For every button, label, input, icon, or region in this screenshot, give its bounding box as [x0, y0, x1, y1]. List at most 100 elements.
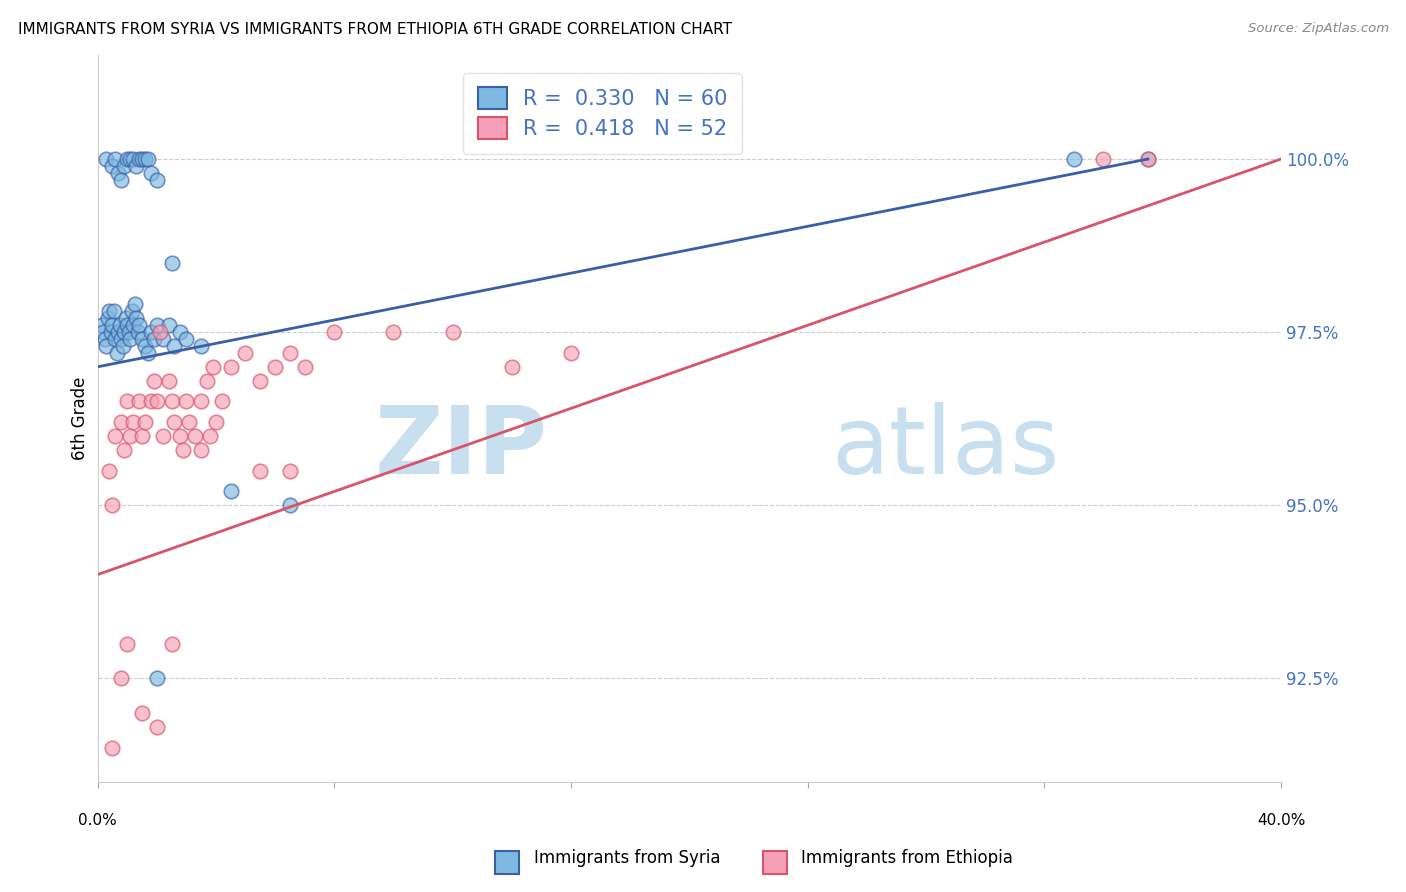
Point [201, 359, 224, 374]
Point [122, 152, 145, 166]
FancyBboxPatch shape [495, 851, 519, 874]
Point [96, 339, 118, 353]
Point [120, 429, 142, 443]
Point [97, 311, 120, 326]
Point [93, 325, 115, 339]
Point [184, 429, 207, 443]
Point [131, 152, 153, 166]
Point [115, 637, 138, 651]
Point [278, 346, 301, 360]
Point [163, 415, 186, 429]
Point [115, 152, 138, 166]
Point [112, 325, 135, 339]
Point [122, 318, 145, 333]
Point [117, 325, 139, 339]
Point [115, 318, 138, 333]
Point [149, 325, 172, 339]
Point [145, 672, 167, 686]
Point [96, 152, 118, 166]
Point [107, 325, 129, 339]
Point [1063, 152, 1085, 166]
Point [104, 429, 127, 443]
Point [114, 311, 136, 326]
Point [211, 394, 233, 409]
Point [169, 429, 191, 443]
Point [105, 346, 128, 360]
Point [107, 166, 129, 180]
Point [122, 415, 145, 429]
Point [160, 256, 183, 270]
Point [176, 394, 198, 409]
Point [142, 332, 165, 346]
Point [100, 325, 122, 339]
Point [1136, 152, 1159, 166]
Point [128, 152, 150, 166]
Point [125, 311, 148, 326]
Point [205, 415, 228, 429]
Point [134, 152, 156, 166]
Point [152, 332, 174, 346]
Point [145, 318, 167, 333]
Text: 0.0%: 0.0% [79, 813, 117, 828]
Y-axis label: 6th Grade: 6th Grade [72, 377, 89, 460]
Point [139, 325, 162, 339]
Point [91, 318, 114, 333]
Point [134, 339, 156, 353]
Point [115, 394, 138, 409]
Point [98, 304, 121, 318]
Point [103, 304, 125, 318]
Point [112, 442, 135, 457]
Point [441, 325, 464, 339]
Point [163, 339, 186, 353]
Point [145, 720, 167, 734]
Point [176, 332, 198, 346]
Point [139, 394, 162, 409]
Point [1136, 152, 1159, 166]
Point [160, 637, 183, 651]
Point [142, 374, 165, 388]
Point [136, 346, 159, 360]
Point [560, 346, 582, 360]
Point [235, 346, 257, 360]
Point [172, 442, 194, 457]
Point [160, 394, 183, 409]
Point [169, 325, 191, 339]
Point [120, 332, 142, 346]
Point [101, 740, 124, 755]
Point [110, 173, 132, 187]
Point [98, 464, 121, 478]
Point [108, 318, 131, 333]
Point [198, 429, 221, 443]
Point [264, 359, 287, 374]
Point [121, 304, 143, 318]
Point [110, 332, 132, 346]
Point [190, 339, 212, 353]
Point [125, 159, 148, 173]
FancyBboxPatch shape [763, 851, 787, 874]
Point [190, 442, 212, 457]
Point [131, 429, 153, 443]
Point [1092, 152, 1115, 166]
Point [278, 499, 301, 513]
Point [124, 297, 146, 311]
Point [179, 415, 201, 429]
Point [101, 499, 124, 513]
Point [145, 173, 167, 187]
Text: Immigrants from Syria: Immigrants from Syria [534, 849, 721, 867]
Text: ZIP: ZIP [374, 402, 547, 494]
Point [190, 394, 212, 409]
Point [152, 429, 174, 443]
Point [131, 706, 153, 720]
Text: atlas: atlas [831, 402, 1060, 494]
Text: Source: ZipAtlas.com: Source: ZipAtlas.com [1249, 22, 1389, 36]
Point [294, 359, 316, 374]
Point [136, 152, 159, 166]
Point [112, 159, 135, 173]
Point [101, 318, 124, 333]
Legend: R =  0.330   N = 60, R =  0.418   N = 52: R = 0.330 N = 60, R = 0.418 N = 52 [463, 73, 742, 153]
Point [219, 359, 242, 374]
Text: 40.0%: 40.0% [1257, 813, 1305, 828]
Point [94, 332, 117, 346]
Point [157, 318, 180, 333]
Point [323, 325, 346, 339]
